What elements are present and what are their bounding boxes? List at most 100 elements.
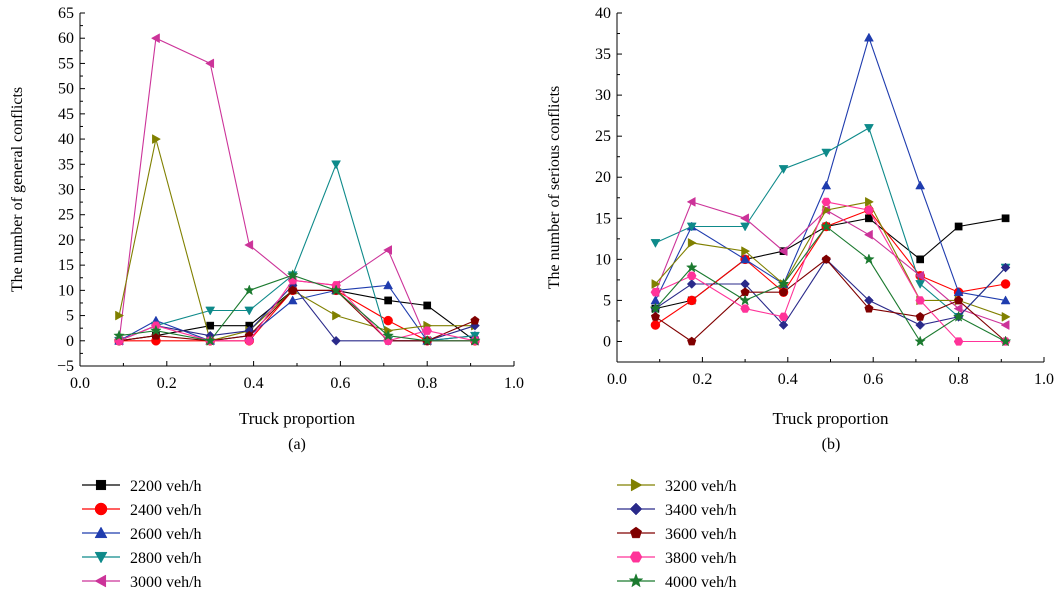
marker-triangle-up	[287, 295, 298, 305]
legend-entry: 2800 veh/h	[82, 550, 202, 567]
marker-star	[777, 277, 790, 290]
y-tick-label: 0	[603, 333, 611, 350]
marker-star	[863, 253, 875, 265]
marker-star	[286, 269, 299, 281]
marker-pentagon	[915, 311, 925, 321]
marker-circle	[383, 315, 393, 326]
y-tick-label: 65	[58, 5, 74, 22]
marker-triangle-right	[332, 310, 342, 321]
x-tick-label: 1.0	[1034, 371, 1054, 388]
marker-triangle-right	[865, 196, 874, 207]
marker-square	[384, 296, 392, 305]
marker-triangle-down	[205, 306, 216, 316]
series-line	[118, 138, 475, 342]
marker-diamond	[331, 335, 341, 346]
panel-b: (b) 0.0 0.2 0.4 0.6 0.8 1.0 0 5 10 15 20 25 30 35 40 Tr…	[546, 5, 1054, 453]
marker-pentagon	[687, 336, 697, 346]
panel-label: (a)	[288, 436, 306, 453]
marker-square	[95, 479, 107, 491]
marker-hexagon	[629, 551, 643, 563]
marker-triangle-left	[94, 574, 107, 588]
y-axis-label: The number of serious conflicts	[546, 86, 563, 290]
x-tick-label: 0.2	[157, 375, 177, 392]
marker-triangle-down	[686, 222, 697, 232]
marker-triangle-down	[244, 306, 255, 316]
y-tick-label: 5	[603, 292, 611, 309]
marker-star	[999, 335, 1012, 347]
marker-pentagon	[650, 311, 660, 321]
legend-entry: 2600 veh/h	[82, 526, 202, 543]
marker-triangle-left	[953, 303, 963, 314]
x-tick-label: 0.0	[607, 371, 627, 388]
marker-circle	[94, 502, 108, 516]
legend-label: 2200 veh/h	[130, 478, 202, 495]
x-tick-label: 0.2	[692, 371, 712, 388]
x-tick-label: 0.4	[778, 371, 798, 388]
y-tick-label: 20	[58, 232, 74, 249]
y-tick-label: 25	[58, 207, 74, 224]
series	[650, 254, 1011, 346]
marker-triangle-up	[740, 254, 751, 264]
y-axis-label: The number of general conflicts	[9, 87, 26, 292]
marker-square	[1001, 214, 1010, 223]
marker-star	[469, 334, 481, 346]
series	[115, 134, 480, 346]
legend-label: 3000 veh/h	[130, 574, 202, 591]
marker-hexagon	[953, 337, 964, 346]
marker-hexagon	[864, 205, 874, 215]
legend-entry: 2400 veh/h	[82, 502, 202, 519]
marker-hexagon	[244, 336, 255, 345]
marker-triangle-up	[1000, 295, 1011, 305]
marker-triangle-right	[651, 279, 661, 289]
marker-triangle-down	[650, 239, 661, 248]
legend-entry: 3600 veh/h	[617, 526, 737, 543]
legend-entry: 3200 veh/h	[617, 478, 737, 495]
marker-square	[954, 222, 963, 231]
y-tick-label: 40	[58, 131, 74, 148]
y-tick-label: 25	[595, 128, 611, 145]
marker-pentagon	[470, 315, 480, 325]
legend-label: 3800 veh/h	[665, 550, 737, 567]
x-tick-label: 0.6	[863, 371, 883, 388]
marker-star	[649, 302, 662, 314]
marker-triangle-right	[687, 238, 697, 248]
marker-star	[820, 220, 833, 232]
marker-triangle-up	[821, 180, 832, 190]
y-tick-label: 60	[58, 30, 74, 47]
marker-diamond	[778, 320, 789, 330]
marker-triangle-left	[1000, 320, 1010, 330]
marker-hexagon	[821, 197, 831, 207]
legend-label: 2600 veh/h	[130, 526, 202, 543]
marker-triangle-up	[94, 526, 108, 539]
marker-star	[382, 329, 394, 341]
series	[114, 276, 480, 345]
series	[649, 220, 1012, 347]
marker-star	[330, 284, 342, 296]
marker-pentagon	[630, 526, 642, 539]
x-tick-label: 0.6	[330, 375, 350, 392]
marker-triangle-down	[740, 222, 751, 232]
legend-entry: 2200 veh/h	[82, 478, 202, 495]
legend: 2200 veh/h 2400 veh/h 2600 veh/h 2800 veh/h…	[82, 478, 737, 591]
marker-triangle-left	[244, 240, 254, 250]
marker-diamond	[629, 502, 643, 516]
y-tick-label: 15	[595, 210, 611, 227]
marker-triangle-left	[740, 213, 749, 224]
legend-label: 4000 veh/h	[665, 574, 737, 591]
panel-a: (a) 0.0 0.2 0.4 0.6 0.8 1.0 −5 0 5 10 15 20 25 30 35 40…	[9, 5, 524, 453]
marker-triangle-down	[778, 165, 789, 175]
marker-triangle-down	[915, 280, 926, 290]
y-tick-label: 10	[58, 282, 74, 299]
series-line	[118, 37, 475, 342]
marker-triangle-left	[205, 58, 215, 69]
marker-star	[421, 334, 433, 346]
marker-circle	[650, 320, 661, 330]
y-tick-label: 35	[58, 156, 74, 173]
legend-entry: 3000 veh/h	[82, 574, 202, 591]
marker-triangle-down	[864, 124, 874, 133]
legend-label: 3200 veh/h	[665, 478, 737, 495]
y-tick-label: 5	[66, 308, 74, 325]
marker-star	[914, 335, 926, 347]
x-tick-label: 0.4	[244, 375, 264, 392]
marker-star	[739, 294, 751, 306]
